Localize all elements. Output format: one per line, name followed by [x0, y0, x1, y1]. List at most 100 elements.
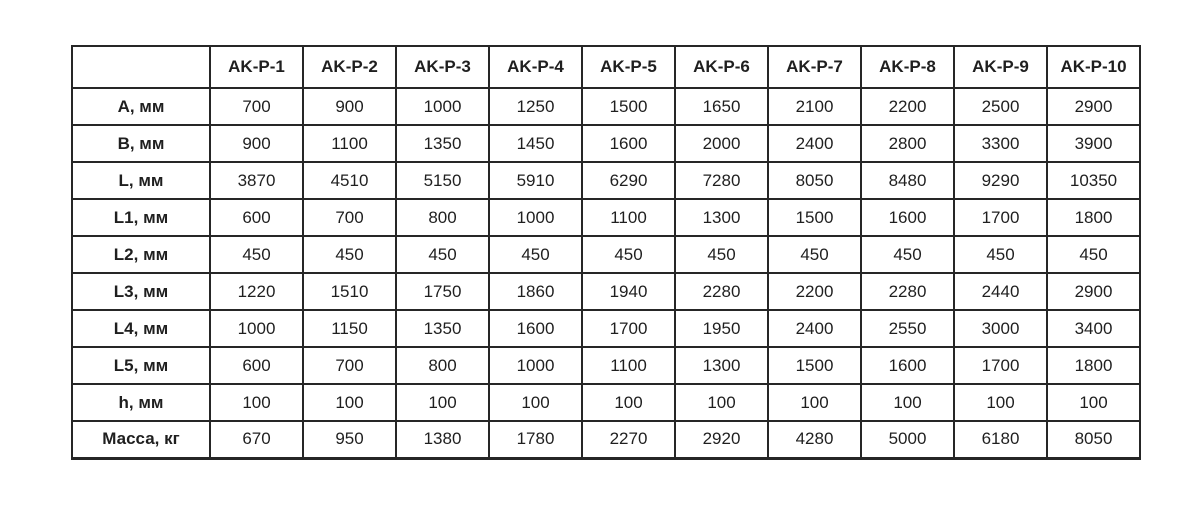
data-cell: 2800 — [860, 124, 955, 163]
data-cell: 100 — [674, 383, 769, 422]
data-cell: 2920 — [674, 420, 769, 459]
table-row: В, мм 900 1100 1350 1450 1600 2000 2400 2800 3300… — [71, 124, 1141, 163]
data-cell: 100 — [1046, 383, 1141, 422]
data-cell: 450 — [488, 235, 583, 274]
data-cell: 1380 — [395, 420, 490, 459]
data-cell: 3300 — [953, 124, 1048, 163]
data-cell: 2000 — [674, 124, 769, 163]
data-cell: 450 — [860, 235, 955, 274]
data-cell: 100 — [860, 383, 955, 422]
row-label: L4, мм — [71, 309, 211, 348]
data-cell: 5000 — [860, 420, 955, 459]
column-header: AK-P-10 — [1046, 45, 1141, 89]
column-header: AK-P-6 — [674, 45, 769, 89]
data-cell: 100 — [581, 383, 676, 422]
data-cell: 1500 — [581, 87, 676, 126]
data-cell: 1100 — [581, 198, 676, 237]
data-cell: 1780 — [488, 420, 583, 459]
data-cell: 1510 — [302, 272, 397, 311]
data-cell: 1220 — [209, 272, 304, 311]
column-header: AK-P-3 — [395, 45, 490, 89]
data-cell: 1600 — [860, 198, 955, 237]
data-cell: 450 — [1046, 235, 1141, 274]
column-header: AK-P-5 — [581, 45, 676, 89]
data-cell: 7280 — [674, 161, 769, 200]
corner-cell — [71, 45, 211, 89]
data-cell: 450 — [767, 235, 862, 274]
table-row: h, мм 100 100 100 100 100 100 100 100 100 100 — [71, 383, 1141, 422]
data-cell: 3870 — [209, 161, 304, 200]
row-label: L, мм — [71, 161, 211, 200]
column-header: AK-P-4 — [488, 45, 583, 89]
data-cell: 1950 — [674, 309, 769, 348]
data-cell: 3400 — [1046, 309, 1141, 348]
data-cell: 2900 — [1046, 272, 1141, 311]
data-cell: 800 — [395, 198, 490, 237]
table-header: AK-P-1 AK-P-2 AK-P-3 AK-P-4 AK-P-5 AK-P-6 AK-P… — [71, 45, 1141, 89]
data-cell: 670 — [209, 420, 304, 459]
data-cell: 1600 — [488, 309, 583, 348]
data-cell: 1300 — [674, 346, 769, 385]
column-header: AK-P-1 — [209, 45, 304, 89]
data-cell: 900 — [209, 124, 304, 163]
data-cell: 1100 — [302, 124, 397, 163]
data-cell: 1700 — [581, 309, 676, 348]
data-cell: 450 — [581, 235, 676, 274]
table-row: L, мм 3870 4510 5150 5910 6290 7280 8050 8480 929… — [71, 161, 1141, 200]
data-cell: 700 — [209, 87, 304, 126]
data-cell: 5910 — [488, 161, 583, 200]
data-cell: 2440 — [953, 272, 1048, 311]
data-cell: 600 — [209, 198, 304, 237]
data-cell: 600 — [209, 346, 304, 385]
data-cell: 9290 — [953, 161, 1048, 200]
data-cell: 3900 — [1046, 124, 1141, 163]
header-row: AK-P-1 AK-P-2 AK-P-3 AK-P-4 AK-P-5 AK-P-6 AK-P… — [71, 45, 1141, 89]
data-cell: 450 — [953, 235, 1048, 274]
data-cell: 1300 — [674, 198, 769, 237]
data-cell: 1600 — [860, 346, 955, 385]
data-cell: 1600 — [581, 124, 676, 163]
data-cell: 1800 — [1046, 346, 1141, 385]
data-cell: 450 — [395, 235, 490, 274]
table-row: L1, мм 600 700 800 1000 1100 1300 1500 1600 1700 1… — [71, 198, 1141, 237]
data-cell: 1800 — [1046, 198, 1141, 237]
data-cell: 8480 — [860, 161, 955, 200]
data-cell: 450 — [302, 235, 397, 274]
data-cell: 2400 — [767, 309, 862, 348]
data-cell: 1860 — [488, 272, 583, 311]
data-cell: 1700 — [953, 346, 1048, 385]
data-cell: 1650 — [674, 87, 769, 126]
data-cell: 4280 — [767, 420, 862, 459]
row-label: L2, мм — [71, 235, 211, 274]
table-row: L4, мм 1000 1150 1350 1600 1700 1950 2400 2550 30… — [71, 309, 1141, 348]
data-cell: 2280 — [674, 272, 769, 311]
table-row: А, мм 700 900 1000 1250 1500 1650 2100 2200 2500 2… — [71, 87, 1141, 126]
table-row: L3, мм 1220 1510 1750 1860 1940 2280 2200 2280 24… — [71, 272, 1141, 311]
data-cell: 450 — [674, 235, 769, 274]
data-cell: 700 — [302, 346, 397, 385]
data-cell: 8050 — [1046, 420, 1141, 459]
data-cell: 100 — [953, 383, 1048, 422]
row-label: Масса, кг — [71, 420, 211, 459]
table-row: L2, мм 450 450 450 450 450 450 450 450 450 450 — [71, 235, 1141, 274]
row-label: В, мм — [71, 124, 211, 163]
data-cell: 950 — [302, 420, 397, 459]
data-cell: 1500 — [767, 346, 862, 385]
data-cell: 1000 — [488, 346, 583, 385]
data-cell: 2200 — [860, 87, 955, 126]
data-cell: 10350 — [1046, 161, 1141, 200]
data-cell: 700 — [302, 198, 397, 237]
table-row: L5, мм 600 700 800 1000 1100 1300 1500 1600 1700 1… — [71, 346, 1141, 385]
data-cell: 800 — [395, 346, 490, 385]
data-cell: 4510 — [302, 161, 397, 200]
data-cell: 1000 — [488, 198, 583, 237]
data-cell: 100 — [302, 383, 397, 422]
table-row: Масса, кг 670 950 1380 1780 2270 2920 4280 5000 6… — [71, 420, 1141, 459]
data-cell: 2100 — [767, 87, 862, 126]
table-body: А, мм 700 900 1000 1250 1500 1650 2100 2200 2500 2… — [71, 87, 1141, 459]
data-cell: 2400 — [767, 124, 862, 163]
row-label: h, мм — [71, 383, 211, 422]
row-label: L3, мм — [71, 272, 211, 311]
dimensions-spec-table: AK-P-1 AK-P-2 AK-P-3 AK-P-4 AK-P-5 AK-P-6 AK-P… — [71, 45, 1141, 460]
